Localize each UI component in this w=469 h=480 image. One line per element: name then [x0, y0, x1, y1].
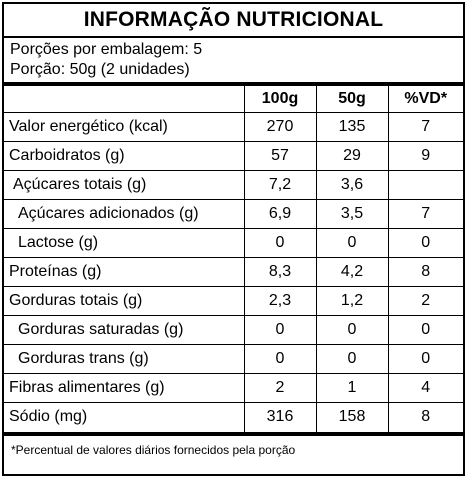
value-50g: 158: [315, 401, 389, 436]
value-50g: 0: [315, 314, 389, 345]
table-row: Açúcares adicionados (g) 6,9 3,5 7: [4, 198, 463, 229]
nutrient-name: Açúcares adicionados (g): [4, 198, 245, 229]
value-vd: 7: [387, 198, 463, 229]
value-vd: 7: [387, 111, 463, 142]
value-100g: 0: [243, 314, 317, 345]
value-50g: 0: [315, 227, 389, 258]
value-vd: 8: [387, 256, 463, 287]
table-row: Gorduras totais (g) 2,3 1,2 2: [4, 285, 463, 316]
nutrient-name: Gorduras saturadas (g): [4, 314, 245, 345]
table-row: Fibras alimentares (g) 2 1 4: [4, 372, 463, 403]
table-row: Lactose (g) 0 0 0: [4, 227, 463, 258]
value-100g: 8,3: [243, 256, 317, 287]
value-100g: 7,2: [243, 169, 317, 200]
value-50g: 3,6: [315, 169, 389, 200]
header-50g: 50g: [315, 86, 389, 113]
table-row: Carboidratos (g) 57 29 9: [4, 140, 463, 171]
nutrient-name: Carboidratos (g): [4, 140, 245, 171]
header-blank: [4, 86, 245, 113]
table-row: Gorduras trans (g) 0 0 0: [4, 343, 463, 374]
table-header-row: 100g 50g %VD*: [4, 86, 463, 113]
servings-info: Porções por embalagem: 5 Porção: 50g (2 …: [4, 38, 463, 86]
nutrient-name: Lactose (g): [4, 227, 245, 258]
table-row: Proteínas (g) 8,3 4,2 8: [4, 256, 463, 287]
nutrient-name: Valor energético (kcal): [4, 111, 245, 142]
nutrition-facts-label: INFORMAÇÃO NUTRICIONAL Porções por embal…: [2, 2, 465, 476]
value-100g: 6,9: [243, 198, 317, 229]
value-50g: 4,2: [315, 256, 389, 287]
label-title: INFORMAÇÃO NUTRICIONAL: [4, 4, 463, 38]
value-vd: 9: [387, 140, 463, 171]
value-100g: 0: [243, 343, 317, 374]
value-100g: 316: [243, 401, 317, 436]
nutrition-table: 100g 50g %VD* Valor energético (kcal) 27…: [4, 86, 463, 436]
value-50g: 3,5: [315, 198, 389, 229]
value-100g: 270: [243, 111, 317, 142]
value-vd: 0: [387, 314, 463, 345]
table-row: Açúcares totais (g) 7,2 3,6: [4, 169, 463, 200]
table-row: Gorduras saturadas (g) 0 0 0: [4, 314, 463, 345]
table-row: Sódio (mg) 316 158 8: [4, 401, 463, 436]
value-vd: 2: [387, 285, 463, 316]
value-50g: 1: [315, 372, 389, 403]
nutrient-name: Açúcares totais (g): [4, 169, 245, 200]
value-100g: 2: [243, 372, 317, 403]
value-vd: 8: [387, 401, 463, 436]
value-100g: 2,3: [243, 285, 317, 316]
value-100g: 57: [243, 140, 317, 171]
value-50g: 135: [315, 111, 389, 142]
nutrient-name: Gorduras trans (g): [4, 343, 245, 374]
value-50g: 29: [315, 140, 389, 171]
value-vd: [387, 169, 463, 200]
nutrient-name: Sódio (mg): [4, 401, 245, 436]
value-vd: 0: [387, 343, 463, 374]
portion-size: Porção: 50g (2 unidades): [10, 61, 190, 78]
value-50g: 1,2: [315, 285, 389, 316]
nutrient-name: Gorduras totais (g): [4, 285, 245, 316]
value-50g: 0: [315, 343, 389, 374]
header-vd: %VD*: [387, 86, 463, 113]
nutrient-name: Fibras alimentares (g): [4, 372, 245, 403]
servings-per-package: Porções por embalagem: 5: [10, 41, 203, 58]
value-100g: 0: [243, 227, 317, 258]
table-row: Valor energético (kcal) 270 135 7: [4, 111, 463, 142]
header-100g: 100g: [243, 86, 317, 113]
footnote: *Percentual de valores diários fornecido…: [11, 443, 296, 457]
value-vd: 0: [387, 227, 463, 258]
value-vd: 4: [387, 372, 463, 403]
nutrient-name: Proteínas (g): [4, 256, 245, 287]
